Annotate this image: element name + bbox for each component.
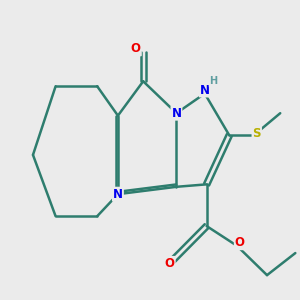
Text: O: O [131,42,141,56]
Text: O: O [235,236,245,249]
Text: N: N [200,83,210,97]
Text: N: N [113,188,123,201]
Text: O: O [165,257,175,270]
Text: H: H [209,76,217,86]
Text: S: S [253,127,261,140]
Text: N: N [171,107,182,120]
